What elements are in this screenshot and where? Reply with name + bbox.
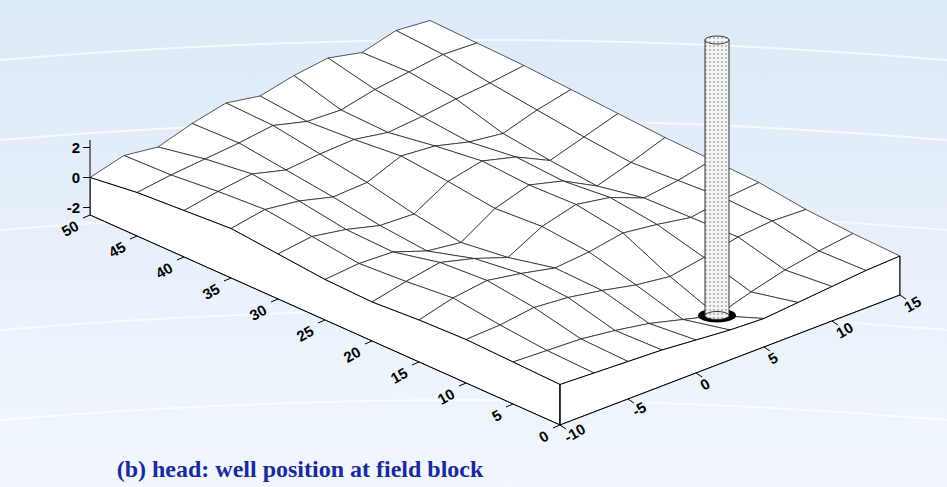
x-tick [177,257,184,260]
x-tick-label: 40 [153,259,176,282]
x-tick-label: 50 [59,217,82,240]
x-tick-label: 25 [294,322,317,345]
x-tick [224,278,231,281]
y-tick-label: 0 [697,375,713,394]
z-tick-label: 0 [72,169,80,186]
x-tick [83,215,90,218]
background-stripe [0,400,947,420]
x-tick-label: 0 [536,427,552,446]
x-axis-line [90,215,560,425]
block-face-right [560,256,900,425]
block-edge [900,256,901,295]
z-tick-label: 2 [72,139,80,156]
z-tick-label: -2 [67,199,80,216]
x-tick-label: 10 [435,385,458,408]
x-tick [365,341,372,344]
x-tick-label: 30 [247,301,270,324]
well-cylinder [705,40,729,316]
y-tick-label: 15 [901,293,924,316]
x-tick [459,383,466,386]
title: (b) head: well position at field block [117,456,484,482]
block-face-left [90,178,560,426]
chart: 0 5 10 15 20 25 30 35 40 45 50 -10 -5 0 5 10 15 -2 0 2 (b) h… [0,0,947,487]
x-tick-label: 45 [106,238,129,261]
x-tick-label: 5 [489,406,505,425]
y-axis-line [560,295,900,425]
well-base [705,312,729,320]
well-top [705,36,729,44]
z-tick [83,147,90,148]
x-tick [412,362,419,365]
y-tick-label: 10 [833,319,856,342]
x-tick-label: 35 [200,280,223,303]
x-tick [553,425,560,428]
y-tick-label: -10 [561,420,588,446]
x-tick-label: 15 [388,364,411,387]
well [698,36,736,323]
y-tick-label: -5 [629,398,649,419]
x-tick-label: 20 [341,343,364,366]
z-tick [83,177,90,178]
block-edge [560,385,561,426]
axes: 0 5 10 15 20 25 30 35 40 45 50 -10 -5 0 5 10 15 -2 0 2 [59,139,924,446]
background [0,0,947,487]
x-tick [318,320,325,323]
x-tick [271,299,278,302]
z-tick [83,207,90,208]
x-tick [506,404,513,407]
x-tick [130,236,137,239]
surface [90,21,900,426]
y-tick-label: 5 [765,349,781,368]
